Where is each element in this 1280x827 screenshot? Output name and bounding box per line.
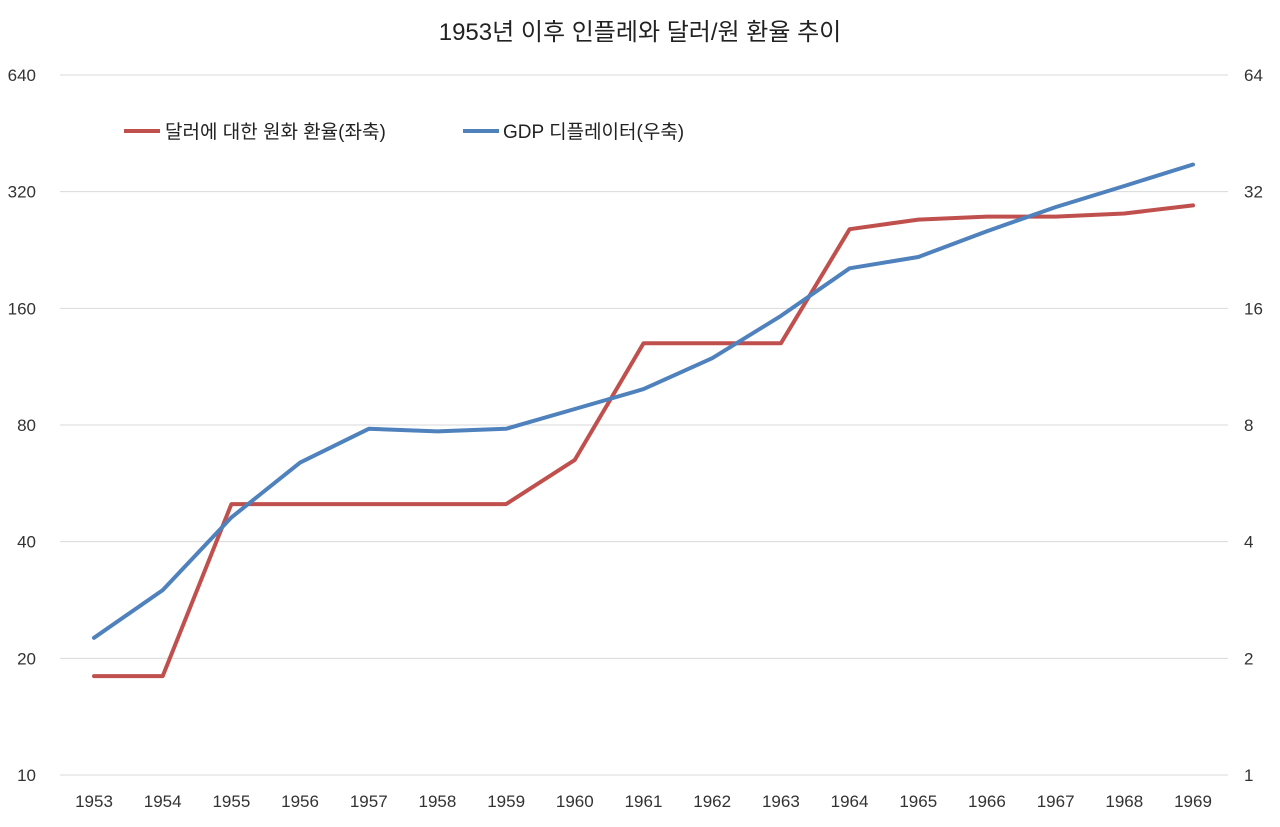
- x-tick-label: 1957: [350, 792, 388, 811]
- left-tick-label: 640: [8, 66, 36, 85]
- series-line-gdp-deflator: [92, 162, 1195, 640]
- series-line-exchange-rate: [92, 203, 1195, 679]
- x-tick-label: 1953: [75, 792, 113, 811]
- left-tick-label: 20: [17, 649, 36, 668]
- x-tick-label: 1967: [1037, 792, 1075, 811]
- x-tick-label: 1964: [831, 792, 869, 811]
- right-tick-label: 64: [1244, 66, 1263, 85]
- x-tick-label: 1963: [762, 792, 800, 811]
- x-tick-label: 1965: [899, 792, 937, 811]
- right-tick-label: 8: [1244, 416, 1253, 435]
- x-tick-label: 1958: [419, 792, 457, 811]
- right-tick-label: 16: [1244, 299, 1263, 318]
- right-tick-label: 2: [1244, 649, 1253, 668]
- x-tick-label: 1959: [487, 792, 525, 811]
- x-tick-label: 1954: [144, 792, 182, 811]
- x-tick-label: 1960: [556, 792, 594, 811]
- chart-title: 1953년 이후 인플레와 달러/원 환율 추이: [439, 19, 842, 46]
- x-tick-label: 1956: [281, 792, 319, 811]
- x-tick-label: 1961: [625, 792, 663, 811]
- left-tick-label: 80: [17, 416, 36, 435]
- right-tick-label: 32: [1244, 183, 1263, 202]
- left-tick-label: 10: [17, 766, 36, 785]
- series-lines: [92, 162, 1195, 679]
- x-tick-label: 1966: [968, 792, 1006, 811]
- left-tick-label: 160: [8, 299, 36, 318]
- x-axis-ticks: 1953 1954 1955 1956 1957 1958 1959 1960 1961 1962…: [75, 792, 1212, 811]
- legend-label-exchange-rate: 달러에 대한 원화 환율(좌축): [165, 121, 386, 143]
- x-tick-label: 1955: [212, 792, 250, 811]
- left-tick-label: 320: [8, 183, 36, 202]
- x-tick-label: 1962: [693, 792, 731, 811]
- right-tick-label: 1: [1244, 766, 1253, 785]
- legend: 달러에 대한 원화 환율(좌축) GDP 디플레이터(우축): [124, 121, 684, 143]
- left-axis-ticks: 10 20 40 80 160 320 640: [8, 66, 36, 785]
- legend-label-gdp-deflator: GDP 디플레이터(우축): [503, 121, 684, 143]
- left-tick-label: 40: [17, 533, 36, 552]
- gridlines: [60, 74, 1228, 776]
- right-tick-label: 4: [1244, 533, 1253, 552]
- x-tick-label: 1969: [1174, 792, 1212, 811]
- x-tick-label: 1968: [1105, 792, 1143, 811]
- right-axis-ticks: 1 2 4 8 16 32 64: [1244, 66, 1263, 785]
